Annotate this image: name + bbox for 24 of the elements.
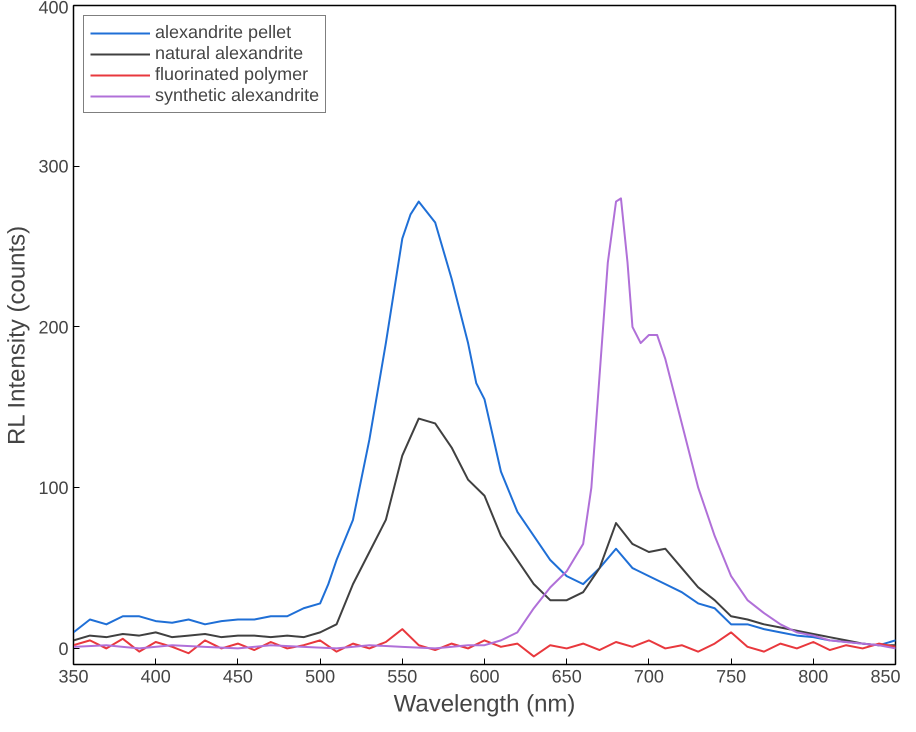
- y-tick-label: 300: [38, 156, 69, 177]
- x-tick-label: 850: [870, 666, 901, 686]
- x-tick-label: 350: [58, 666, 89, 686]
- y-axis-title: RL Intensity (counts): [3, 226, 30, 446]
- x-tick-label: 800: [798, 666, 828, 686]
- x-tick-label: 500: [305, 666, 336, 686]
- y-tick-label: 400: [38, 0, 69, 18]
- x-tick-label: 450: [222, 666, 253, 686]
- y-tick-label: 200: [38, 317, 69, 338]
- x-tick-label: 400: [140, 666, 171, 686]
- line-series: [74, 418, 896, 646]
- legend-label: natural alexandrite: [155, 43, 304, 64]
- x-tick-label: 650: [552, 666, 582, 686]
- y-tick-label: 0: [58, 638, 69, 659]
- x-axis-title: Wavelength (nm): [394, 690, 576, 718]
- legend-label: synthetic alexandrite: [155, 85, 320, 106]
- legend-label: fluorinated polymer: [155, 64, 308, 85]
- x-tick-label: 700: [634, 666, 664, 686]
- y-tick-label: 100: [38, 478, 69, 498]
- x-tick-label: 600: [469, 666, 500, 686]
- x-tick-label: 550: [387, 666, 418, 686]
- legend-label: alexandrite pellet: [155, 22, 292, 43]
- x-tick-label: 750: [716, 666, 746, 686]
- line-series: [74, 628, 896, 658]
